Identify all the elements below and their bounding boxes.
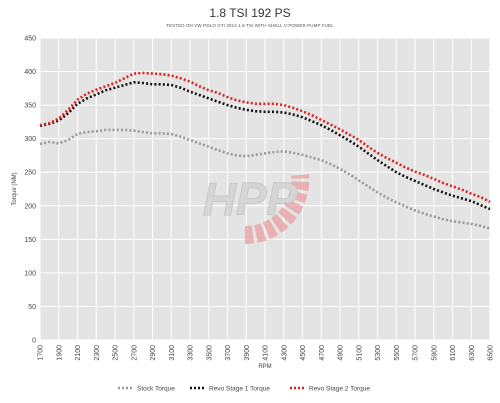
x-tick-label: 4700 [319, 345, 326, 361]
x-axis-label: RPM [258, 364, 271, 370]
y-tick-label: 100 [24, 270, 36, 277]
chart-subtitle: TESTED ON VW POLO GTI 2014 1.8 TSI WITH … [166, 23, 334, 28]
chart-title: 1.8 TSI 192 PS [209, 6, 290, 20]
x-tick-label: 2100 [75, 345, 82, 361]
gridlines [39, 37, 491, 341]
series-line-revo-stage-2-torque [39, 71, 491, 203]
x-tick-label: 4100 [263, 345, 270, 361]
x-tick-label: 6300 [469, 345, 476, 361]
x-tick-label: 1700 [38, 345, 45, 361]
y-tick-label: 0 [32, 338, 36, 345]
x-tick-label: 2300 [94, 345, 101, 361]
y-tick-label: 50 [28, 304, 36, 311]
y-tick-label: 200 [24, 203, 36, 210]
x-tick-label: 5300 [375, 345, 382, 361]
series-line-revo-stage-1-torque [39, 80, 491, 211]
watermark-arc [244, 174, 310, 245]
x-tick-label: 5500 [394, 345, 401, 361]
y-tick-label: 300 [24, 136, 36, 143]
x-tick-label: 4500 [300, 345, 307, 361]
x-tick-label: 3100 [169, 345, 176, 361]
x-tick-label: 1900 [56, 345, 63, 361]
x-tick-label: 2900 [150, 345, 157, 361]
watermark-text: HPP [203, 173, 298, 225]
x-tick-label: 5900 [431, 345, 438, 361]
y-tick-label: 350 [24, 103, 36, 110]
y-axis-ticks: 0 50 100 150 200 250 300 350 400 450 [24, 36, 36, 345]
x-tick-label: 3700 [225, 345, 232, 361]
x-tick-label: 3500 [206, 345, 213, 361]
legend-label: Revo Stage 2 Torque [309, 385, 370, 392]
x-tick-label: 6100 [450, 345, 457, 361]
series-lines [39, 71, 491, 230]
legend-label: Stock Torque [137, 385, 175, 392]
y-tick-label: 400 [24, 69, 36, 76]
x-tick-label: 2500 [113, 345, 120, 361]
x-tick-label: 3900 [244, 345, 251, 361]
legend-label: Revo Stage 1 Torque [209, 385, 270, 392]
x-tick-label: 2700 [131, 345, 138, 361]
y-tick-label: 250 [24, 170, 36, 177]
x-tick-label: 5100 [356, 345, 363, 361]
y-tick-label: 450 [24, 36, 36, 43]
y-tick-label: 150 [24, 237, 36, 244]
x-tick-label: 3300 [188, 345, 195, 361]
x-tick-label: 4900 [338, 345, 345, 361]
hpp-watermark: HPP [202, 173, 310, 245]
x-tick-label: 6500 [488, 345, 495, 361]
x-tick-label: 5700 [413, 345, 420, 361]
x-tick-label: 4300 [281, 345, 288, 361]
x-axis-ticks: 1700 1900 2100 2300 2500 2700 2900 3100 3300 3500… [38, 345, 495, 361]
legend: Stock Torque Revo Stage 1 Torque Revo Stag… [118, 385, 370, 392]
y-axis-label: Torque (NM) [12, 172, 18, 205]
series-line-stock-torque [39, 128, 491, 230]
